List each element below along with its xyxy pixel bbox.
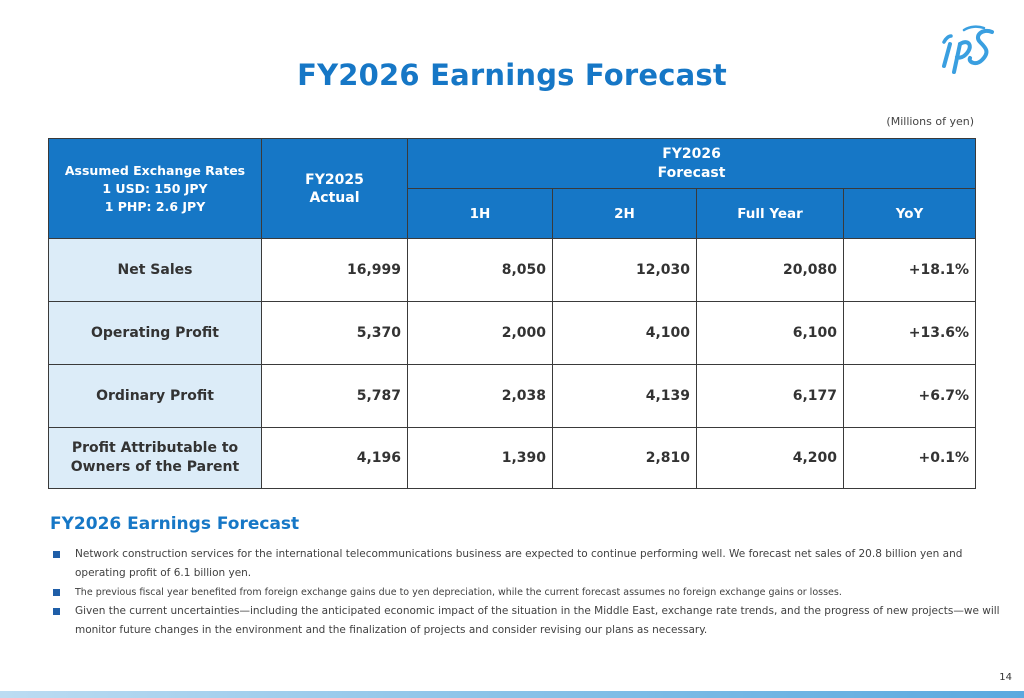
table-cell: 2,000: [407, 301, 553, 365]
list-item: Network construction services for the in…: [53, 545, 1003, 583]
table-row-ordinary-profit: Ordinary Profit 5,787 2,038 4,139 6,177 …: [48, 364, 977, 428]
table-cell: 5,787: [261, 364, 408, 428]
fy2026-forecast-header: FY2026 Forecast: [406, 138, 977, 189]
table-cell: 16,999: [261, 238, 408, 302]
table-cell: 12,030: [552, 238, 697, 302]
table-cell: 6,100: [696, 301, 844, 365]
table-cell: 6,177: [696, 364, 844, 428]
list-item: The previous fiscal year benefited from …: [53, 583, 1003, 602]
page-title: FY2026 Earnings Forecast: [297, 58, 727, 92]
table-row-profit-attributable: Profit Attributable to Owners of the Par…: [48, 427, 977, 489]
column-header-2h: 2H: [552, 188, 697, 239]
row-label: Ordinary Profit: [48, 364, 262, 428]
notes-section-title: FY2026 Earnings Forecast: [50, 514, 300, 534]
bullet-square-icon: [53, 608, 60, 615]
forecast-table: Assumed Exchange Rates 1 USD: 150 JPY 1 …: [48, 138, 977, 489]
row-label: Net Sales: [48, 238, 262, 302]
bullet-square-icon: [53, 551, 60, 558]
table-cell: 4,200: [696, 427, 844, 489]
table-cell: 8,050: [407, 238, 553, 302]
column-header-1h: 1H: [407, 188, 553, 239]
exchange-rate-header: Assumed Exchange Rates 1 USD: 150 JPY 1 …: [48, 138, 262, 239]
page-number: 14: [999, 672, 1012, 683]
table-cell: 2,810: [552, 427, 697, 489]
column-header-full-year: Full Year: [696, 188, 844, 239]
table-cell: 20,080: [696, 238, 844, 302]
bullet-square-icon: [53, 589, 60, 596]
table-row-operating-profit: Operating Profit 5,370 2,000 4,100 6,100…: [48, 301, 977, 365]
table-row-net-sales: Net Sales 16,999 8,050 12,030 20,080 +18…: [48, 238, 977, 302]
table-cell: 4,196: [261, 427, 408, 489]
table-cell: 4,139: [552, 364, 697, 428]
footer-bar: [0, 691, 1024, 698]
column-header-yoy: YoY: [842, 188, 977, 239]
units-label: (Millions of yen): [886, 115, 974, 128]
table-cell: 2,038: [407, 364, 553, 428]
table-cell: +13.6%: [842, 301, 977, 365]
table-cell: +0.1%: [842, 427, 977, 489]
fy2025-actual-header: FY2025 Actual: [261, 138, 408, 239]
table-cell: +18.1%: [842, 238, 977, 302]
table-cell: 1,390: [407, 427, 553, 489]
table-cell: 4,100: [552, 301, 697, 365]
list-item: Given the current uncertainties—includin…: [53, 602, 1003, 640]
company-logo: [934, 22, 1000, 78]
row-label: Operating Profit: [48, 301, 262, 365]
notes-list: Network construction services for the in…: [53, 545, 1003, 640]
row-label: Profit Attributable to Owners of the Par…: [48, 427, 262, 489]
table-cell: 5,370: [261, 301, 408, 365]
table-cell: +6.7%: [842, 364, 977, 428]
